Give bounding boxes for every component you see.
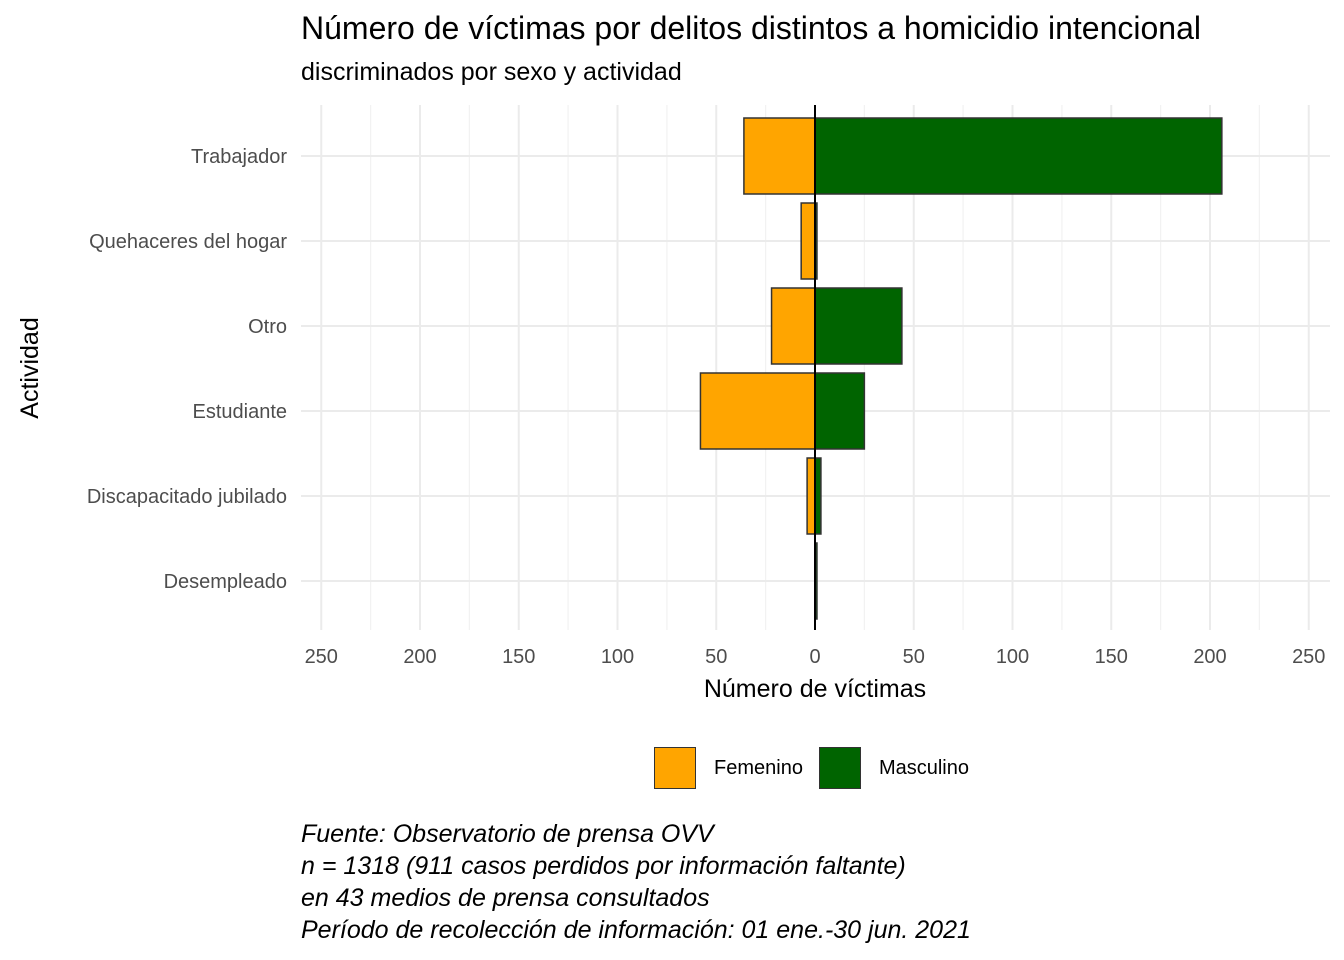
- x-tick-label: 50: [705, 646, 727, 668]
- x-tick-label: 150: [502, 646, 535, 668]
- x-tick-label: 250: [1292, 646, 1325, 668]
- bar-masculino: [814, 372, 866, 450]
- legend-item-femenino: Femenino: [654, 747, 803, 789]
- legend-label-femenino: Femenino: [714, 756, 803, 779]
- caption-line: en 43 medios de prensa consultados: [301, 884, 710, 912]
- y-tick-label: Otro: [248, 316, 287, 338]
- x-tick-label: 50: [903, 646, 925, 668]
- x-tick-label: 100: [996, 646, 1029, 668]
- bar-masculino: [814, 287, 903, 365]
- legend: Femenino Masculino: [654, 747, 985, 789]
- x-tick-labels: 250 200 150 100 50 0 50 100 150 200 250: [305, 646, 1326, 668]
- bar-femenino: [800, 202, 816, 280]
- y-tick-label: Quehaceres del hogar: [89, 231, 287, 253]
- caption-line: Fuente: Observatorio de prensa OVV: [301, 820, 714, 848]
- x-axis-title: Número de víctimas: [704, 675, 926, 703]
- y-axis-title: Actividad: [16, 317, 44, 418]
- x-tick-label: 250: [305, 646, 338, 668]
- y-tick-labels: Trabajador Quehaceres del hogar Otro Estudi…: [87, 146, 287, 593]
- y-tick-label: Trabajador: [191, 146, 287, 168]
- bar-femenino: [743, 117, 816, 195]
- legend-label-masculino: Masculino: [878, 756, 969, 779]
- x-tick-label: 100: [601, 646, 634, 668]
- legend-key-masculino: [818, 747, 861, 789]
- caption: Fuente: Observatorio de prensa OVV n = 1…: [301, 818, 971, 946]
- y-tick-label: Desempleado: [164, 571, 287, 593]
- bar-femenino: [699, 372, 816, 450]
- x-tick-label: 200: [1193, 646, 1226, 668]
- bar-femenino: [770, 287, 816, 365]
- legend-item-masculino: Masculino: [818, 747, 969, 789]
- chart-subtitle: discriminados por sexo y actividad: [301, 58, 682, 86]
- y-tick-label: Estudiante: [192, 401, 287, 423]
- bars: [699, 117, 1223, 620]
- x-tick-label: 150: [1095, 646, 1128, 668]
- caption-line: Período de recolección de información: 0…: [301, 916, 971, 944]
- chart-title: Número de víctimas por delitos distintos…: [301, 10, 1201, 46]
- bar-chart: Trabajador Quehaceres del hogar Otro Estudi…: [16, 105, 1330, 703]
- legend-key-femenino: [654, 747, 696, 789]
- bar-masculino: [814, 117, 1223, 195]
- x-tick-label: 0: [809, 646, 820, 668]
- caption-line: n = 1318 (911 casos perdidos por informa…: [301, 852, 906, 880]
- x-tick-label: 200: [403, 646, 436, 668]
- bar-femenino: [806, 457, 816, 535]
- y-tick-label: Discapacitado jubilado: [87, 486, 287, 508]
